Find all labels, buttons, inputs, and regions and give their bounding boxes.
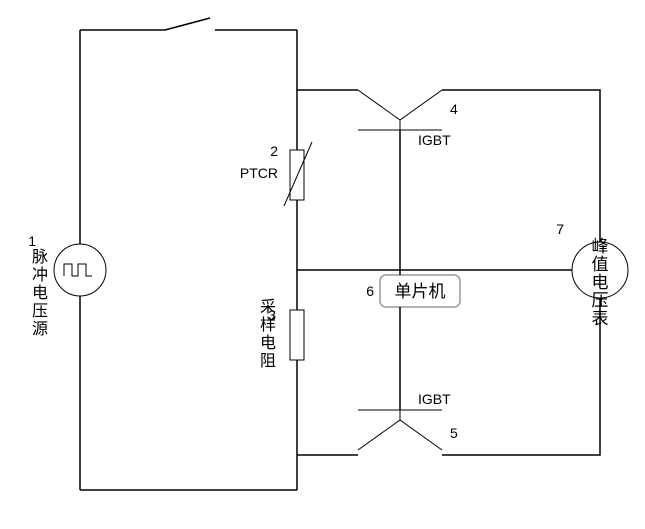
ptcr-label: PTCR	[240, 165, 278, 181]
wires	[80, 18, 600, 490]
source-label: 脉冲电压源	[32, 248, 48, 338]
pulse-source: 1 脉冲电压源	[28, 233, 106, 338]
ptcr-number: 2	[270, 143, 278, 159]
circuit-diagram: 1 脉冲电压源 2 PTCR 3 采样电阻 4 IGBT 5 IGBT 6 单片…	[0, 0, 645, 529]
igbt-bot-label: IGBT	[418, 391, 451, 407]
igbt-top: 4 IGBT	[358, 90, 458, 148]
mcu-number: 6	[366, 283, 374, 299]
ptcr: 2 PTCR	[240, 142, 312, 206]
igbt-top-number: 4	[450, 101, 458, 117]
mcu-label: 单片机	[395, 282, 446, 301]
igbt-bot-number: 5	[450, 425, 458, 441]
rsample-label: 采样电阻	[260, 298, 276, 370]
igbt-top-label: IGBT	[418, 132, 451, 148]
mcu-box: 6 单片机	[366, 275, 460, 307]
source-number: 1	[28, 233, 36, 249]
igbt-bottom: 5 IGBT	[358, 391, 458, 450]
peak-voltmeter: 7 峰值电压表	[556, 221, 628, 328]
meter-number: 7	[556, 221, 564, 237]
